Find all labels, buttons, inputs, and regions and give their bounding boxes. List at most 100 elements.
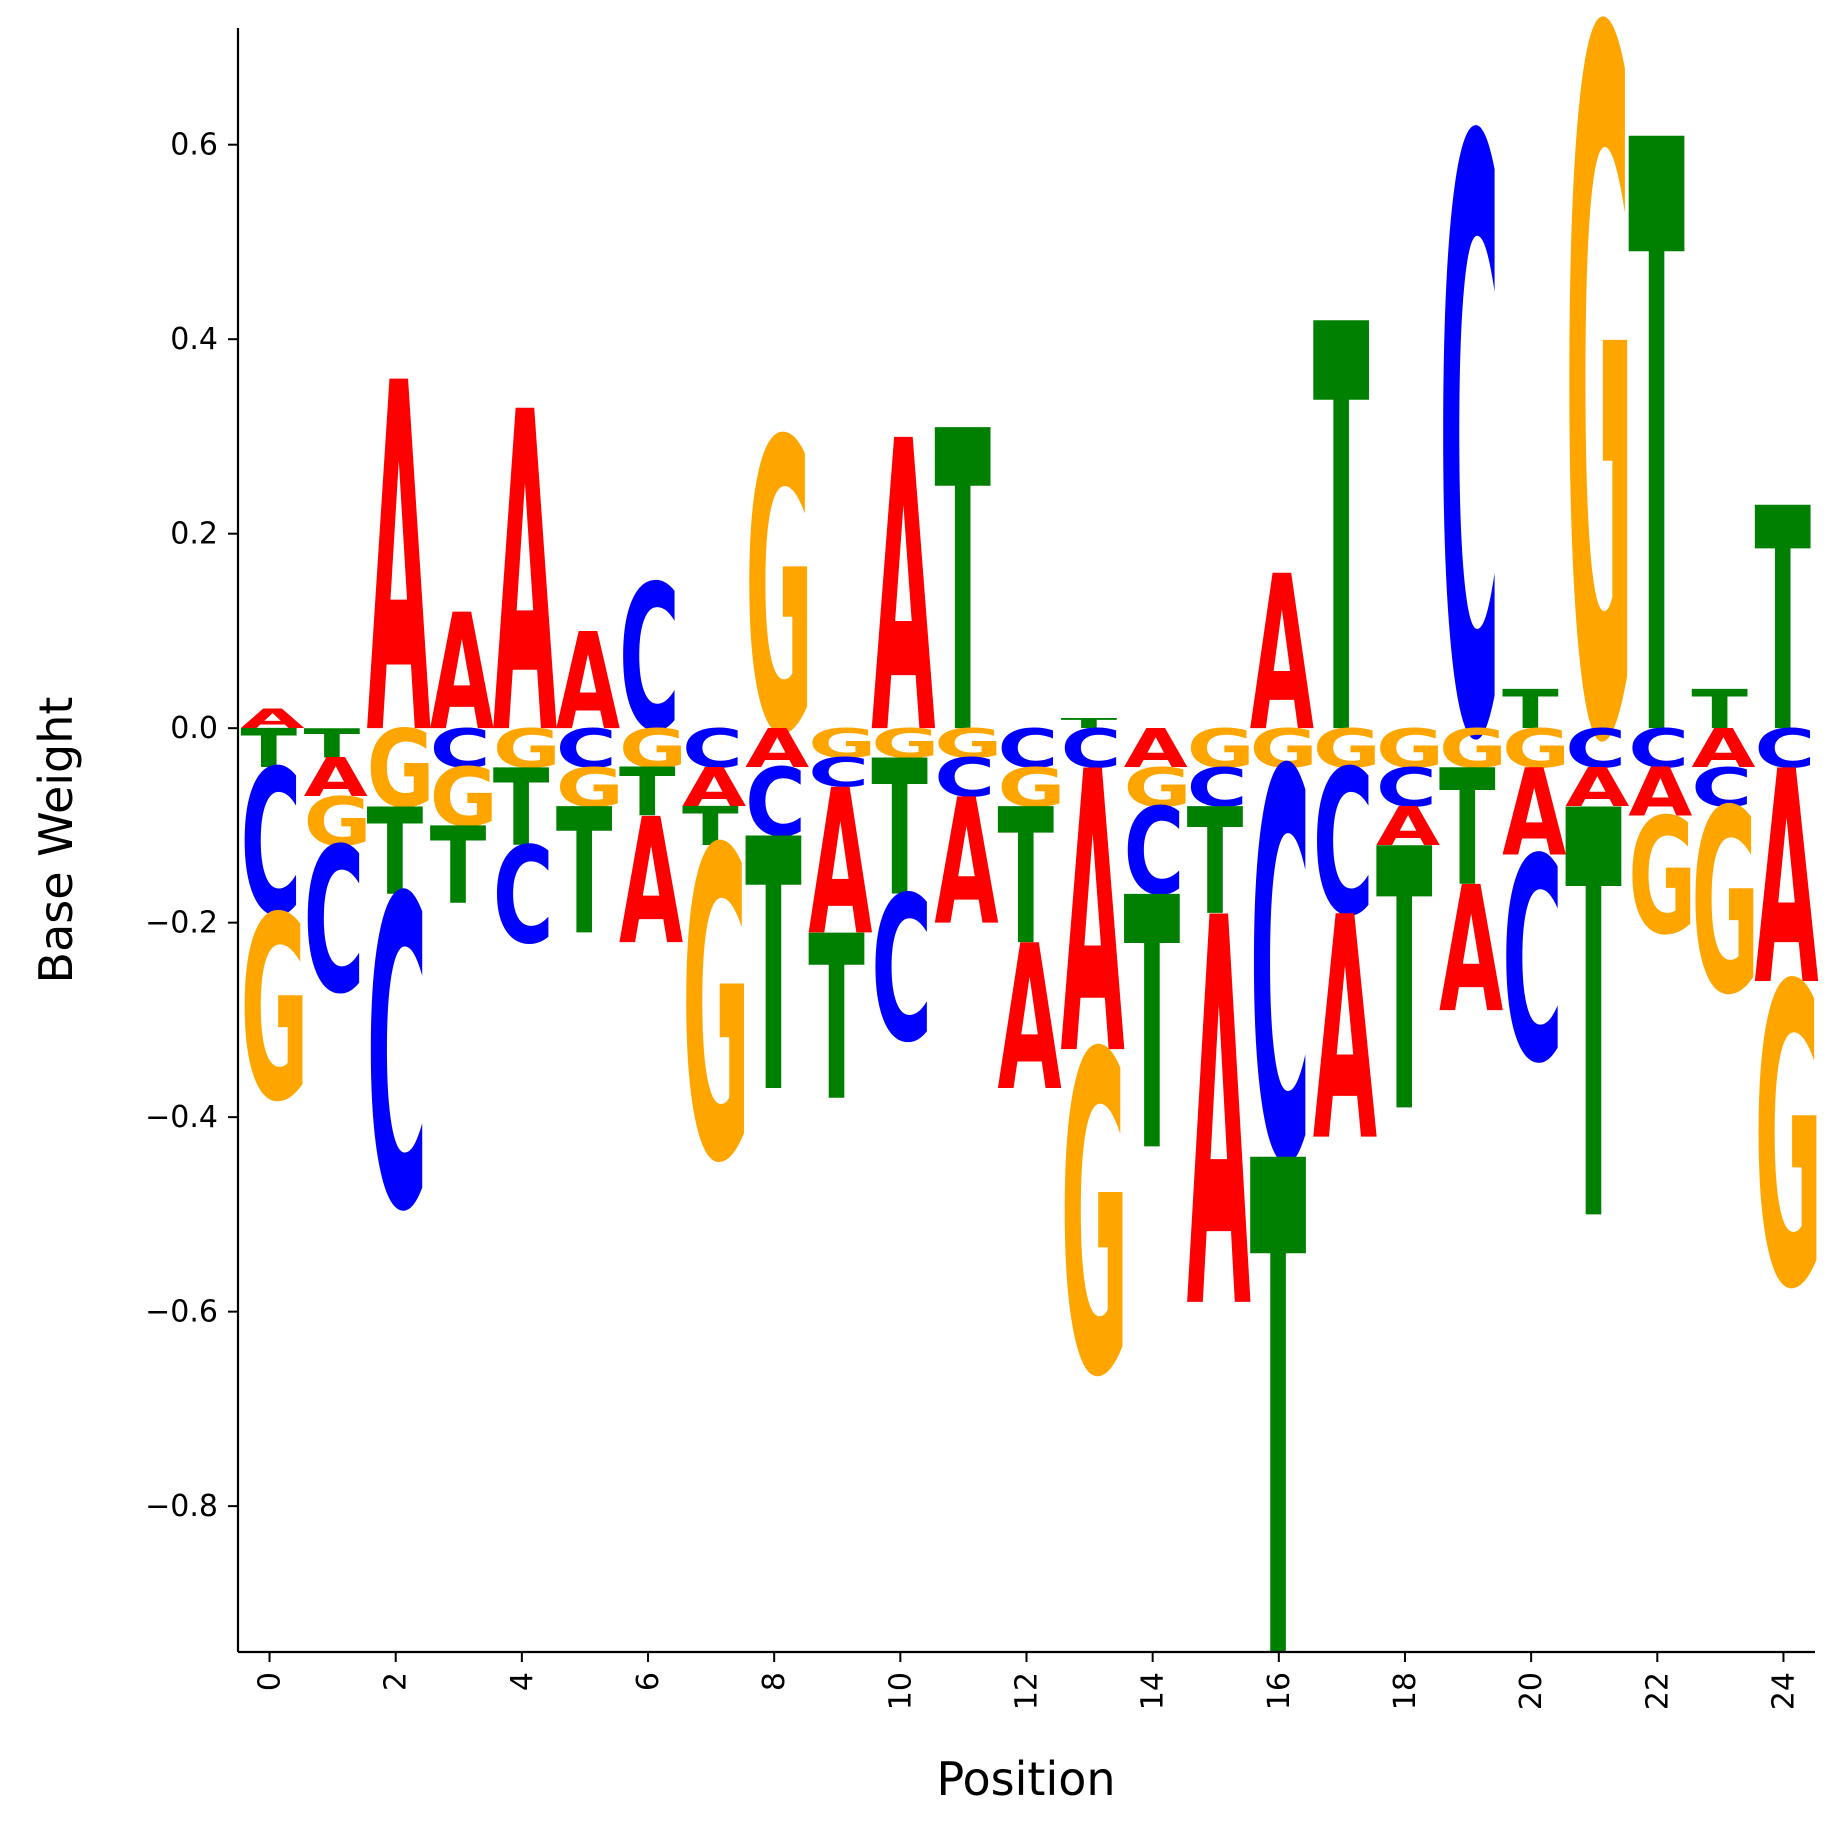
logo-letter-t: T bbox=[808, 889, 865, 1152]
logo-letter-g: G bbox=[871, 721, 939, 767]
logo-letter-g: G bbox=[619, 718, 687, 780]
x-tick-label: 22 bbox=[1640, 1672, 1675, 1710]
x-tick-label: 18 bbox=[1388, 1672, 1423, 1710]
x-axis-label: Position bbox=[936, 1752, 1115, 1806]
logo-letter-g: G bbox=[493, 718, 561, 780]
logo-letter-c: C bbox=[1691, 757, 1752, 819]
logo-letter-g: G bbox=[1502, 718, 1570, 780]
logo-letter-t: T bbox=[556, 773, 613, 975]
logo-letter-t: T bbox=[1565, 697, 1622, 1348]
logo-letter-a: A bbox=[304, 747, 368, 809]
logo-letter-t: T bbox=[430, 804, 487, 929]
logo-letter-g: G bbox=[1124, 757, 1192, 819]
logo-letter-a: A bbox=[682, 757, 746, 819]
logo-letter-g: G bbox=[1187, 718, 1255, 780]
y-tick-label: −0.4 bbox=[145, 1100, 218, 1135]
logo-letter-a: A bbox=[1691, 718, 1755, 780]
logo-letter-a: A bbox=[493, 320, 558, 833]
logo-letter-t: T bbox=[1124, 826, 1181, 1229]
logo-letter-c: C bbox=[1061, 718, 1122, 780]
logo-letter-t: T bbox=[1691, 679, 1748, 741]
logo-letter-c: C bbox=[1439, 0, 1500, 921]
logo-letter-c: C bbox=[1124, 783, 1185, 923]
tick-labels: 0.60.40.20.0−0.2−0.4−0.6−0.80 2 4 6 8 10 12 14 1… bbox=[145, 128, 1801, 1710]
logo-letter-g: G bbox=[367, 707, 435, 832]
logo-letter-g: G bbox=[241, 864, 309, 1158]
y-tick-label: −0.8 bbox=[145, 1489, 218, 1524]
logo-letter-g: G bbox=[1754, 901, 1822, 1381]
logo-letter-t: T bbox=[493, 746, 550, 871]
logo-letter-c: C bbox=[997, 718, 1058, 780]
logo-letter-t: T bbox=[1187, 779, 1244, 949]
logo-letter-a: A bbox=[241, 704, 306, 735]
logo-letter-c: C bbox=[871, 855, 932, 1088]
logo-letter-g: G bbox=[556, 757, 624, 819]
logo-letter-g: G bbox=[808, 721, 876, 767]
logo-letter-a: A bbox=[1313, 853, 1377, 1209]
x-tick-label: 8 bbox=[757, 1672, 792, 1691]
logo-letter-t: T bbox=[1502, 679, 1559, 741]
logo-letter-g: G bbox=[1376, 718, 1444, 780]
logo-letter-g: G bbox=[1628, 785, 1696, 971]
logo-letter-t: T bbox=[1250, 1023, 1307, 1813]
logo-letter-g: G bbox=[1313, 718, 1381, 780]
logo-letter-g: G bbox=[304, 783, 372, 861]
logo-letter-t: T bbox=[871, 722, 928, 939]
logo-letter-t: T bbox=[619, 754, 676, 832]
logo-letter-c: C bbox=[1187, 757, 1248, 819]
logo-letter-a: A bbox=[745, 718, 809, 780]
x-tick-label: 6 bbox=[631, 1672, 666, 1691]
logo-letter-a: A bbox=[556, 606, 620, 761]
logo-letter-t: T bbox=[1439, 737, 1496, 923]
logo-letter-a: A bbox=[1124, 718, 1188, 780]
logo-letter-a: A bbox=[1628, 754, 1692, 832]
logo-letter-c: C bbox=[808, 750, 869, 796]
y-tick-label: −0.2 bbox=[145, 906, 218, 941]
logo-letter-a: A bbox=[1754, 709, 1818, 1051]
logo-letter-c: C bbox=[619, 544, 680, 777]
logo-letter-g: G bbox=[745, 358, 813, 823]
logo-glyphs: ATCGTAGCAGTCACGTAGTCACGTCGTACATGGACTGCAT… bbox=[241, 0, 1823, 1813]
logo-letter-a: A bbox=[430, 581, 494, 767]
logo-letter-t: T bbox=[1754, 444, 1811, 800]
logo-letter-a: A bbox=[1502, 744, 1566, 884]
logo-letter-a: A bbox=[619, 783, 683, 985]
x-tick-label: 24 bbox=[1766, 1672, 1801, 1710]
x-tick-label: 10 bbox=[883, 1672, 918, 1710]
logo-letter-g: G bbox=[997, 757, 1065, 819]
x-tick-label: 0 bbox=[253, 1672, 288, 1691]
logo-letter-t: T bbox=[1628, 0, 1685, 921]
logo-letter-a: A bbox=[871, 358, 936, 823]
logo-letter-c: C bbox=[556, 718, 617, 780]
logo-letter-a: A bbox=[1061, 691, 1126, 1140]
logo-letter-a: A bbox=[808, 748, 872, 981]
logo-letter-c: C bbox=[745, 748, 806, 857]
y-tick-label: 0.4 bbox=[170, 322, 218, 357]
logo-letter-c: C bbox=[1502, 798, 1563, 1125]
logo-letter-a: A bbox=[1565, 757, 1629, 819]
y-axis-label: Base Weight bbox=[29, 697, 83, 984]
logo-letter-a: A bbox=[367, 285, 432, 842]
axes bbox=[228, 28, 1815, 1662]
logo-letter-a: A bbox=[1376, 796, 1440, 858]
y-tick-label: −0.6 bbox=[145, 1295, 218, 1330]
logo-letter-c: C bbox=[241, 729, 302, 962]
logo-letter-c: C bbox=[1628, 718, 1689, 780]
logo-letter-c: C bbox=[304, 807, 365, 1040]
logo-letter-t: T bbox=[367, 783, 424, 923]
logo-letter-g: G bbox=[1061, 961, 1129, 1474]
x-tick-label: 12 bbox=[1010, 1672, 1045, 1710]
logo-letter-a: A bbox=[934, 763, 998, 965]
x-tick-label: 4 bbox=[505, 1672, 540, 1691]
logo-letter-t: T bbox=[934, 347, 991, 827]
logo-letter-t: T bbox=[1313, 211, 1370, 862]
logo-letter-t: T bbox=[682, 796, 739, 858]
logo-letter-c: C bbox=[1565, 718, 1626, 780]
logo-letter-g: G bbox=[1565, 0, 1633, 955]
logo-letter-t: T bbox=[997, 770, 1054, 987]
logo-letter-g: G bbox=[1439, 718, 1507, 780]
logo-letter-c: C bbox=[1754, 718, 1815, 780]
logo-letter-c: C bbox=[430, 718, 491, 780]
x-tick-label: 14 bbox=[1136, 1672, 1171, 1710]
logo-letter-g: G bbox=[934, 721, 1002, 767]
